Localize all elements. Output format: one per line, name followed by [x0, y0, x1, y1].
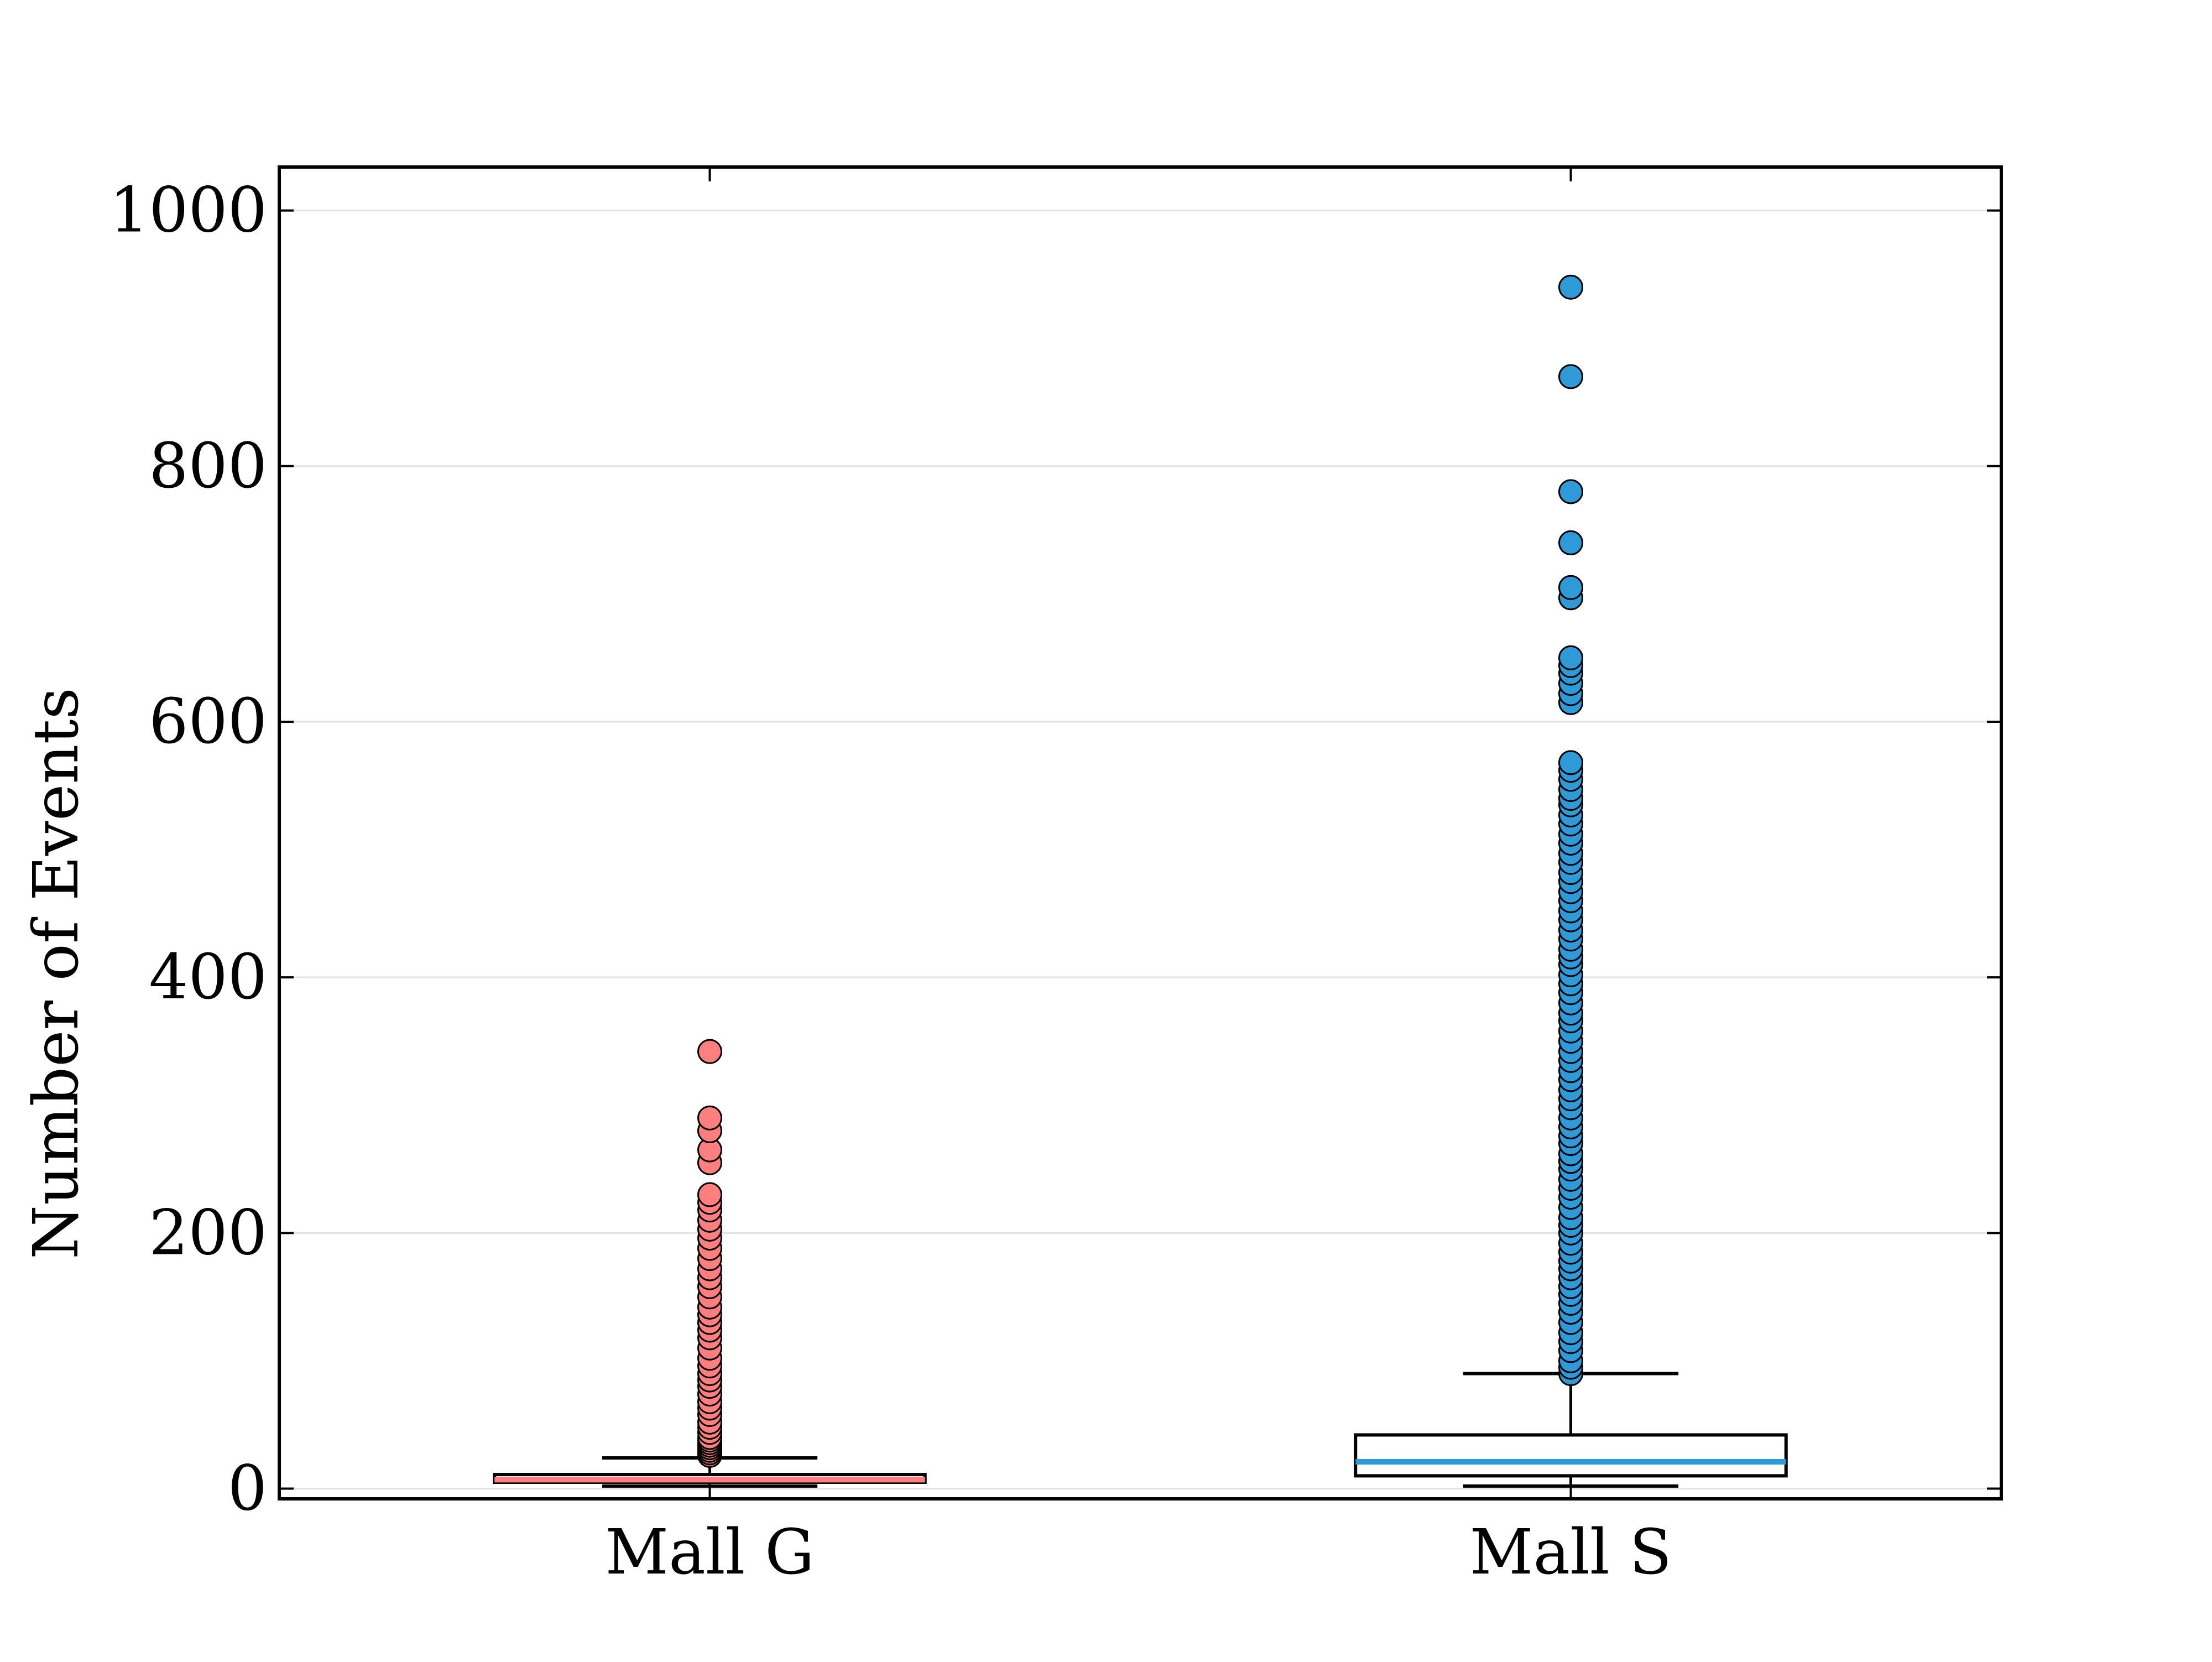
outlier-point: [1558, 274, 1583, 300]
outlier-point: [697, 1182, 722, 1207]
axis-layer: [278, 165, 2003, 1501]
outlier-point: [697, 1105, 722, 1130]
outlier-point: [1558, 645, 1583, 670]
plot-frame: [278, 165, 2003, 1501]
box-layer: [493, 1372, 1788, 1488]
outlier-point: [1558, 750, 1583, 775]
y-tick-label: 600: [149, 686, 267, 758]
y-tick-label: 200: [149, 1197, 267, 1269]
grid-layer: [279, 210, 2001, 1490]
y-tick-label: 1000: [109, 175, 267, 247]
y-axis-label: Number of Events: [20, 687, 92, 1259]
outlier-layer: [697, 274, 1583, 1468]
x-tick-label: Mall G: [605, 1517, 814, 1588]
y-tick-label: 400: [149, 941, 267, 1013]
x-tick-label: Mall S: [1470, 1517, 1672, 1588]
outlier-point: [1558, 530, 1583, 555]
outlier-point: [1558, 364, 1583, 389]
tick-layer: 0 200 400 600 800 1000 Mall G Mall S: [109, 167, 2001, 1588]
outlier-point: [1558, 479, 1583, 504]
outlier-point: [697, 1039, 722, 1064]
y-tick-label: 800: [149, 430, 267, 502]
box-group-mall-s: [1354, 1372, 1788, 1488]
y-tick-label: 0: [228, 1453, 267, 1525]
iqr-box: [1354, 1433, 1788, 1478]
outlier-point: [1558, 575, 1583, 600]
box-group-mall-g: [493, 1456, 927, 1488]
